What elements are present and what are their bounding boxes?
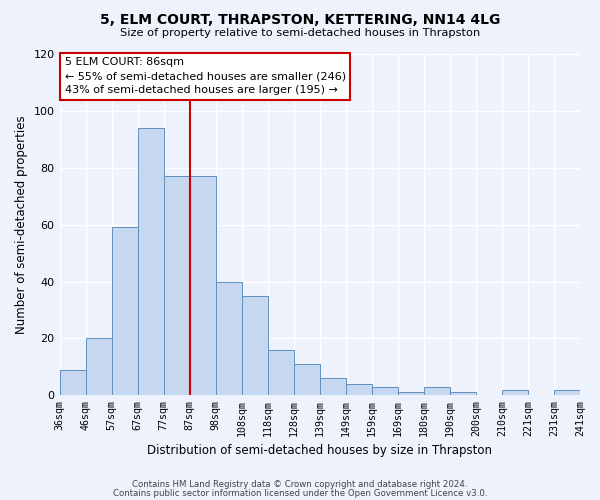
Bar bbox=[450, 392, 476, 396]
Bar bbox=[86, 338, 112, 396]
Bar bbox=[190, 176, 215, 396]
Bar bbox=[554, 390, 580, 396]
Text: Contains public sector information licensed under the Open Government Licence v3: Contains public sector information licen… bbox=[113, 488, 487, 498]
Bar bbox=[398, 392, 424, 396]
Y-axis label: Number of semi-detached properties: Number of semi-detached properties bbox=[15, 116, 28, 334]
Bar bbox=[424, 387, 450, 396]
Bar bbox=[137, 128, 164, 396]
Text: Contains HM Land Registry data © Crown copyright and database right 2024.: Contains HM Land Registry data © Crown c… bbox=[132, 480, 468, 489]
Bar bbox=[294, 364, 320, 396]
Text: 5 ELM COURT: 86sqm
← 55% of semi-detached houses are smaller (246)
43% of semi-d: 5 ELM COURT: 86sqm ← 55% of semi-detache… bbox=[65, 58, 346, 96]
Bar bbox=[372, 387, 398, 396]
Bar bbox=[112, 228, 137, 396]
Bar bbox=[59, 370, 86, 396]
X-axis label: Distribution of semi-detached houses by size in Thrapston: Distribution of semi-detached houses by … bbox=[147, 444, 492, 458]
Bar bbox=[268, 350, 294, 396]
Bar bbox=[215, 282, 242, 396]
Bar bbox=[242, 296, 268, 396]
Text: Size of property relative to semi-detached houses in Thrapston: Size of property relative to semi-detach… bbox=[120, 28, 480, 38]
Bar bbox=[320, 378, 346, 396]
Text: 5, ELM COURT, THRAPSTON, KETTERING, NN14 4LG: 5, ELM COURT, THRAPSTON, KETTERING, NN14… bbox=[100, 12, 500, 26]
Bar bbox=[502, 390, 528, 396]
Bar bbox=[346, 384, 372, 396]
Bar bbox=[164, 176, 190, 396]
